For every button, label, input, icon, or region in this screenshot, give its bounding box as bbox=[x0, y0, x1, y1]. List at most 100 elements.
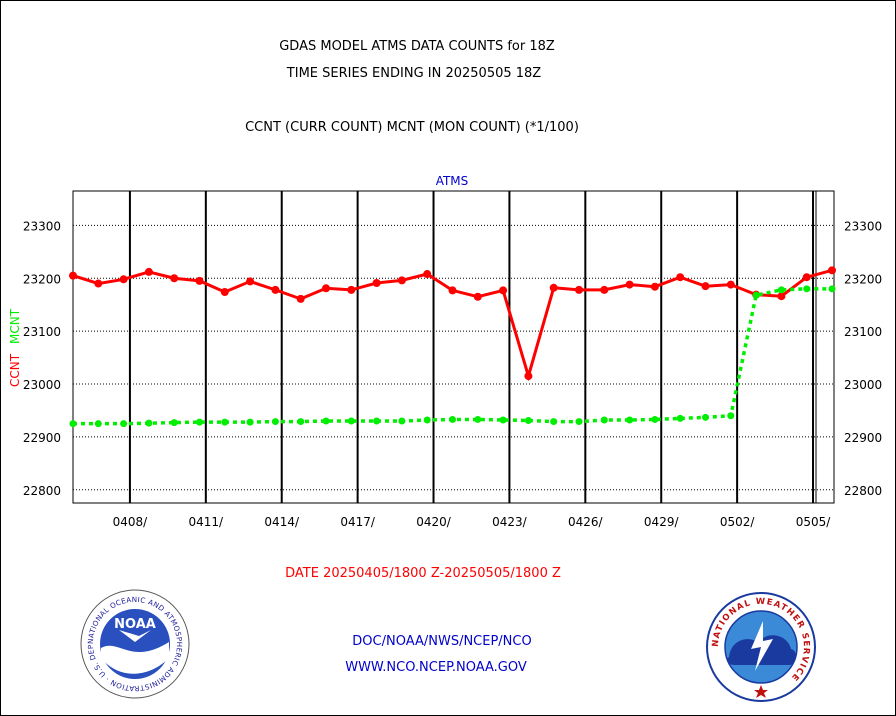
series-layer bbox=[69, 266, 836, 428]
x-tick-label: 0408/ bbox=[113, 515, 149, 529]
data-point-ccnt bbox=[296, 294, 305, 303]
y-tick-label-right: 22900 bbox=[844, 431, 882, 445]
chart-title-line-2: TIME SERIES ENDING IN 20250505 18Z bbox=[286, 66, 542, 81]
data-point-ccnt bbox=[676, 273, 685, 282]
data-point-mcnt bbox=[423, 416, 431, 424]
y-tick-label-left: 23000 bbox=[23, 378, 61, 392]
data-point-mcnt bbox=[727, 412, 735, 420]
data-point-mcnt bbox=[752, 291, 760, 299]
grid bbox=[73, 191, 834, 503]
data-point-mcnt bbox=[271, 418, 279, 426]
panel-title: ATMS bbox=[436, 174, 469, 188]
y-tick-label-right: 23100 bbox=[844, 325, 882, 339]
noaa-logo-icon: NATIONAL OCEANIC AND ATMOSPHERIC ADMINIS… bbox=[79, 588, 190, 699]
data-point-mcnt bbox=[803, 285, 811, 293]
agency-label: DOC/NOAA/NWS/NCEP/NCO bbox=[352, 634, 532, 649]
y-tick-label-left: 23300 bbox=[23, 219, 61, 233]
data-point-ccnt bbox=[828, 266, 836, 275]
data-point-mcnt bbox=[221, 418, 229, 426]
y-axis-title: CCNT MCNT bbox=[8, 308, 22, 387]
data-point-mcnt bbox=[322, 417, 330, 425]
data-point-mcnt bbox=[777, 286, 785, 294]
data-point-ccnt bbox=[802, 273, 811, 282]
data-point-ccnt bbox=[372, 279, 381, 288]
x-tick-label: 0420/ bbox=[416, 515, 452, 529]
x-tick-label: 0423/ bbox=[492, 515, 528, 529]
ylabel-mcnt: MCNT bbox=[8, 308, 22, 344]
y-tick-label-right: 23000 bbox=[844, 378, 882, 392]
data-point-mcnt bbox=[499, 416, 507, 424]
data-point-ccnt bbox=[777, 292, 786, 301]
data-point-mcnt bbox=[474, 415, 482, 423]
data-point-mcnt bbox=[69, 420, 77, 428]
data-point-mcnt bbox=[828, 285, 836, 293]
data-point-ccnt bbox=[600, 285, 609, 294]
data-point-ccnt bbox=[119, 275, 128, 284]
data-point-mcnt bbox=[145, 419, 153, 427]
data-point-mcnt bbox=[651, 415, 659, 423]
data-point-mcnt bbox=[373, 417, 381, 425]
data-point-ccnt bbox=[94, 279, 103, 288]
data-point-ccnt bbox=[220, 288, 229, 297]
x-tick-label: 0505/ bbox=[796, 515, 832, 529]
data-point-mcnt bbox=[246, 418, 254, 426]
x-axis-ticks: 0408/0411/0414/0417/0420/0423/0426/0429/… bbox=[113, 515, 832, 529]
data-point-ccnt bbox=[625, 280, 634, 289]
data-point-ccnt bbox=[499, 286, 508, 295]
series-line-mcnt bbox=[73, 287, 832, 426]
data-point-ccnt bbox=[650, 282, 659, 291]
website-link[interactable]: WWW.NCO.NCEP.NOAA.GOV bbox=[345, 660, 527, 675]
plot-frame bbox=[72, 190, 835, 504]
data-point-mcnt bbox=[196, 418, 203, 426]
data-point-ccnt bbox=[347, 285, 356, 294]
x-tick-label: 0411/ bbox=[189, 515, 225, 529]
data-point-ccnt bbox=[448, 286, 457, 295]
y-tick-label-right: 23300 bbox=[844, 219, 882, 233]
data-point-ccnt bbox=[144, 267, 153, 276]
x-tick-label: 0502/ bbox=[720, 515, 756, 529]
y-tick-label-left: 23200 bbox=[23, 272, 61, 286]
y-axis-ticks: 22800 22800 22900 22900 23000 23000 23100 23100… bbox=[23, 219, 882, 497]
data-point-mcnt bbox=[449, 415, 456, 423]
data-point-ccnt bbox=[524, 372, 533, 381]
svg-text:NOAA: NOAA bbox=[114, 617, 156, 632]
data-point-ccnt bbox=[423, 270, 432, 279]
data-point-mcnt bbox=[626, 416, 634, 424]
data-point-ccnt bbox=[246, 277, 255, 286]
data-point-ccnt bbox=[322, 284, 330, 293]
data-point-mcnt bbox=[600, 416, 608, 424]
data-point-ccnt bbox=[69, 271, 77, 280]
y-tick-label-right: 22800 bbox=[844, 484, 882, 498]
data-point-ccnt bbox=[473, 292, 482, 301]
data-point-mcnt bbox=[575, 418, 583, 426]
x-tick-label: 0414/ bbox=[264, 515, 300, 529]
data-point-mcnt bbox=[550, 418, 558, 426]
series-line-ccnt bbox=[72, 268, 833, 382]
data-point-mcnt bbox=[702, 413, 709, 421]
data-point-ccnt bbox=[701, 282, 710, 291]
x-tick-label: 0417/ bbox=[340, 515, 376, 529]
data-point-mcnt bbox=[676, 414, 684, 422]
data-point-ccnt bbox=[726, 280, 735, 289]
date-range-label: DATE 20250405/1800 Z-20250505/1800 Z bbox=[285, 566, 561, 581]
y-tick-label-left: 23100 bbox=[23, 325, 61, 339]
data-point-mcnt bbox=[94, 420, 102, 428]
nws-logo-icon: NATIONAL WEATHER SERVICE bbox=[706, 592, 816, 702]
y-tick-label-left: 22900 bbox=[23, 431, 61, 445]
data-point-ccnt bbox=[397, 276, 406, 285]
data-point-mcnt bbox=[170, 419, 178, 427]
data-point-ccnt bbox=[271, 285, 280, 294]
data-point-mcnt bbox=[347, 417, 355, 425]
data-point-mcnt bbox=[398, 417, 406, 425]
data-point-ccnt bbox=[170, 274, 179, 283]
data-point-mcnt bbox=[297, 418, 305, 426]
y-tick-label-left: 22800 bbox=[23, 484, 61, 498]
chart-title-line-1: GDAS MODEL ATMS DATA COUNTS for 18Z bbox=[279, 39, 555, 54]
data-point-ccnt bbox=[195, 276, 204, 285]
data-point-mcnt bbox=[120, 420, 128, 428]
data-point-ccnt bbox=[549, 283, 558, 292]
chart-subtitle: CCNT (CURR COUNT) MCNT (MON COUNT) (*1/1… bbox=[245, 120, 579, 135]
x-tick-label: 0426/ bbox=[568, 515, 604, 529]
